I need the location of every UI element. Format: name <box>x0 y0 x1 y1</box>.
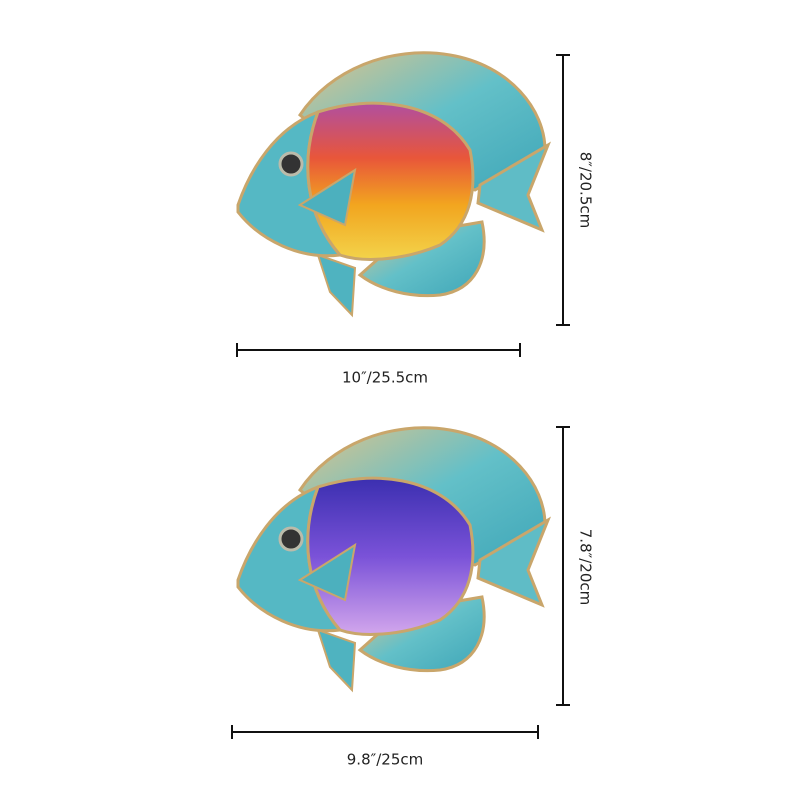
fish-cool <box>236 426 550 692</box>
width-label: 9.8″/25cm <box>347 751 423 769</box>
fish-warm <box>236 51 550 317</box>
height-label: 8″/20.5cm <box>577 152 595 228</box>
width-label: 10″/25.5cm <box>342 369 428 387</box>
height-label: 7.8″/20cm <box>577 529 595 605</box>
